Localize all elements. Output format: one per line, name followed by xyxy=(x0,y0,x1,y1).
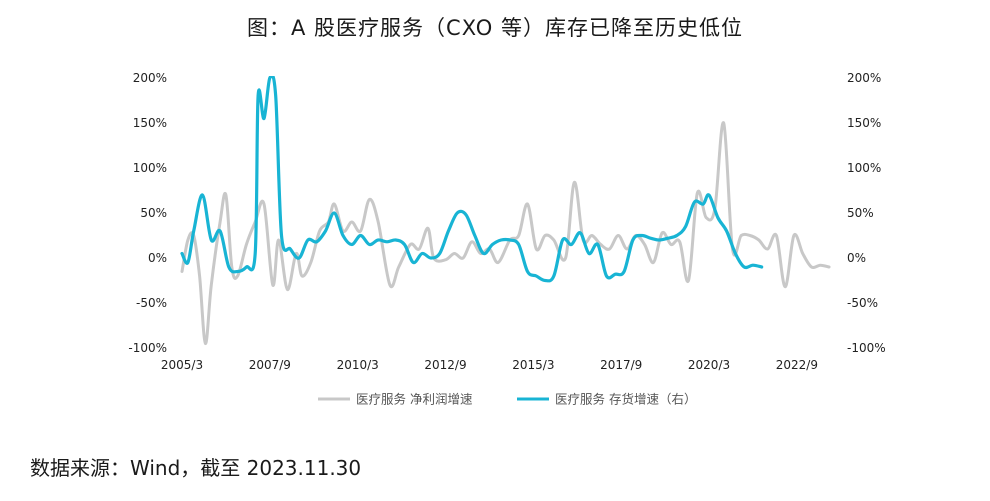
y-right-tick-label: 200% xyxy=(847,71,881,85)
x-tick-label: 2005/3 xyxy=(161,358,203,372)
x-tick-label: 2020/3 xyxy=(688,358,730,372)
net-profit-growth-line xyxy=(180,121,831,346)
y-left-tick-label: 100% xyxy=(133,161,167,175)
x-tick-label: 2015/3 xyxy=(512,358,554,372)
y-left-tick-label: 50% xyxy=(140,206,167,220)
y-left-tick-label: -100% xyxy=(128,341,167,355)
chart-title: 图：A 股医疗服务（CXO 等）库存已降至历史低位 xyxy=(247,16,743,40)
legend-label-net-profit: 医疗服务 净利润增速 xyxy=(356,392,473,407)
x-tick-label: 2012/9 xyxy=(424,358,466,372)
y-right-tick-label: 100% xyxy=(847,161,881,175)
y-right-tick-label: 0% xyxy=(847,251,866,265)
y-left-tick-label: -50% xyxy=(136,296,167,310)
y-left-tick-label: 150% xyxy=(133,116,167,130)
data-source-note: 数据来源：Wind，截至 2023.11.30 xyxy=(30,456,362,480)
x-tick-label: 2007/9 xyxy=(249,358,291,372)
legend-label-inventory: 医疗服务 存货增速（右） xyxy=(555,392,696,407)
x-tick-label: 2010/3 xyxy=(337,358,379,372)
y-right-tick-label: 50% xyxy=(847,206,874,220)
y-left-tick-label: 0% xyxy=(148,251,167,265)
y-right-tick-label: -100% xyxy=(847,341,886,355)
inventory-growth-line xyxy=(180,76,764,283)
y-left-tick-label: 200% xyxy=(133,71,167,85)
line-chart: 200% 150% 100% 50% 0% -50% -100% 200% 150% 100% 50… xyxy=(128,71,886,407)
y-right-tick-label: -50% xyxy=(847,296,878,310)
y-right-tick-label: 150% xyxy=(847,116,881,130)
x-tick-label: 2017/9 xyxy=(600,358,642,372)
x-tick-label: 2022/9 xyxy=(776,358,818,372)
